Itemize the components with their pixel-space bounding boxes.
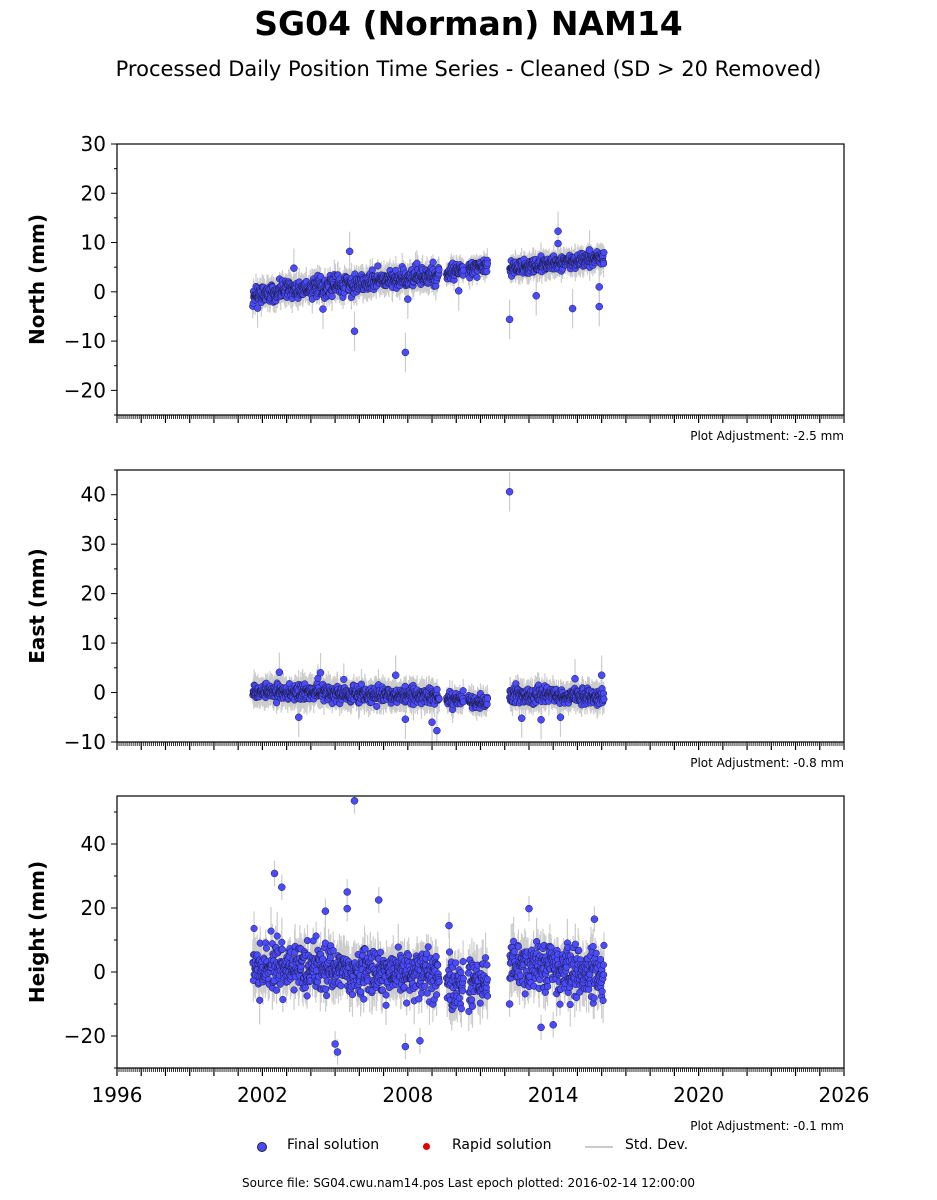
outlier-point [345, 247, 354, 256]
x-axis [116, 415, 845, 423]
plot-adjustment-note: Plot Adjustment: -2.5 mm [690, 429, 844, 443]
plot-frame [116, 143, 845, 416]
outlier-point [595, 283, 603, 291]
data-point [340, 675, 348, 683]
outlier-point [295, 713, 303, 722]
data-point [473, 273, 481, 281]
data-point [599, 260, 608, 268]
chart-title: SG04 (Norman) NAM14 [254, 4, 683, 43]
outlier-point [454, 287, 463, 295]
outlier-point [350, 327, 359, 335]
y-tick-label: −20 [64, 378, 106, 402]
data-point [357, 680, 366, 688]
data-point [435, 695, 443, 703]
outlier-point [537, 715, 545, 724]
panel-1: −20 −10 0 10 20 30 North (mm) Plot Adjustment: … [25, 132, 845, 443]
outlier-point [290, 264, 298, 272]
y-tick-label: 0 [93, 280, 106, 304]
y-axis-label: East (mm) [25, 548, 49, 664]
outlier-point [319, 305, 327, 313]
y-axis-label: North (mm) [25, 214, 49, 345]
data-point [374, 262, 382, 270]
outlier-point [404, 295, 412, 303]
outlier-point [316, 669, 325, 677]
data-point [600, 248, 608, 257]
outlier-point [532, 292, 540, 300]
y-tick-label: 10 [81, 631, 106, 655]
outlier-point [585, 246, 594, 254]
y-tick-label: 20 [81, 181, 106, 205]
data-point [272, 699, 281, 707]
outlier-point [391, 671, 400, 679]
y-tick-label: 30 [81, 132, 106, 156]
data-area [249, 211, 608, 373]
data-point [483, 694, 492, 702]
outlier-point [595, 302, 603, 311]
data-point [373, 702, 381, 710]
outlier-point [428, 718, 436, 726]
chart-subtitle: Processed Daily Position Time Series - C… [115, 57, 822, 81]
x-axis [116, 742, 845, 750]
y-axis: −10 0 10 20 30 40 [64, 469, 117, 754]
data-point [435, 266, 443, 274]
outlier-point [554, 239, 562, 248]
outlier-point [556, 713, 565, 722]
data-point [459, 687, 467, 695]
outlier-point [505, 488, 514, 496]
y-tick-label: −10 [64, 329, 106, 353]
y-tick-label: 10 [81, 231, 106, 255]
outlier-point [571, 674, 579, 683]
outlier-point [401, 715, 410, 724]
outlier-point [597, 671, 606, 679]
y-tick-label: −10 [64, 730, 106, 754]
outlier-point [568, 304, 577, 313]
data-point [600, 695, 608, 703]
y-tick-label: 20 [81, 582, 106, 606]
data-point [328, 293, 336, 301]
final-solution-points [249, 488, 608, 735]
outlier-point [401, 348, 410, 357]
outlier-point [505, 315, 514, 324]
data-point [483, 259, 492, 267]
outlier-point [433, 726, 441, 735]
y-tick-label: 40 [81, 483, 106, 507]
final-solution-points [249, 227, 608, 357]
y-tick-label: 0 [93, 681, 106, 705]
outlier-point [554, 227, 562, 235]
std-dev-bars [252, 471, 605, 742]
outlier-point [275, 668, 284, 677]
data-point [429, 258, 437, 266]
data-point [433, 685, 441, 694]
outlier-point [517, 714, 526, 723]
data-area [249, 471, 608, 742]
y-axis: −20 −10 0 10 20 30 [64, 132, 117, 416]
outlier-point [253, 304, 262, 312]
y-tick-label: 30 [81, 532, 106, 556]
